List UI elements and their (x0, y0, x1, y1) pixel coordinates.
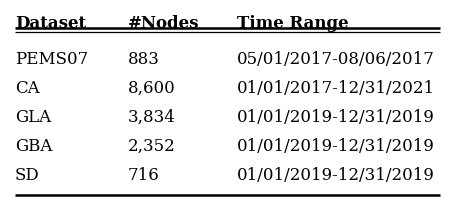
Text: 8,600: 8,600 (128, 80, 176, 97)
Text: 883: 883 (128, 51, 160, 68)
Text: GLA: GLA (15, 109, 51, 126)
Text: 716: 716 (128, 167, 160, 184)
Text: 01/01/2017-12/31/2021: 01/01/2017-12/31/2021 (237, 80, 435, 97)
Text: 01/01/2019-12/31/2019: 01/01/2019-12/31/2019 (237, 167, 435, 184)
Text: Dataset: Dataset (15, 15, 86, 32)
Text: PEMS07: PEMS07 (15, 51, 88, 68)
Text: Time Range: Time Range (237, 15, 348, 32)
Text: 01/01/2019-12/31/2019: 01/01/2019-12/31/2019 (237, 138, 435, 155)
Text: 3,834: 3,834 (128, 109, 176, 126)
Text: SD: SD (15, 167, 40, 184)
Text: 01/01/2019-12/31/2019: 01/01/2019-12/31/2019 (237, 109, 435, 126)
Text: 05/01/2017-08/06/2017: 05/01/2017-08/06/2017 (237, 51, 435, 68)
Text: 2,352: 2,352 (128, 138, 176, 155)
Text: GBA: GBA (15, 138, 52, 155)
Text: #Nodes: #Nodes (128, 15, 199, 32)
Text: CA: CA (15, 80, 40, 97)
